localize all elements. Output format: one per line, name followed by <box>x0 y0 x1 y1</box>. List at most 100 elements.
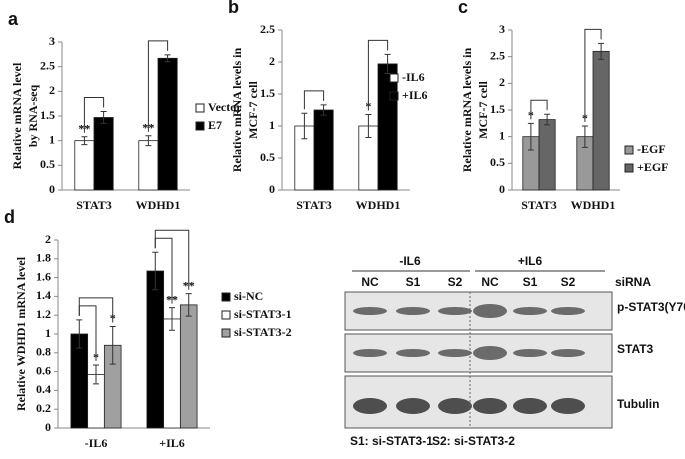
bracket <box>154 229 190 290</box>
bar <box>93 117 114 191</box>
legend-swatch <box>195 121 205 131</box>
blot-band <box>396 307 430 315</box>
y-tick-label: 3 <box>499 22 505 36</box>
y-tick-label: 0 <box>499 182 505 196</box>
y-axis-label: Relative mRNA levels in <box>230 48 244 173</box>
bracket <box>584 28 602 122</box>
legend-label: -EGF <box>637 142 666 156</box>
blot: -IL6 +IL6 NC S1 S2 NC S1 S2 siRNA p-STAT… <box>350 254 685 448</box>
blot-band <box>353 398 387 414</box>
error-bar <box>544 113 551 126</box>
y-tick-label: 1.5 <box>490 102 505 116</box>
y-tick-label: 2 <box>269 54 275 68</box>
lane-header: siRNA <box>615 275 651 289</box>
y-tick-label: 0 <box>269 182 275 196</box>
x-tick-label: STAT3 <box>521 198 557 212</box>
error-bar <box>320 104 327 116</box>
lane-label: NC <box>481 275 499 289</box>
error-bar <box>81 136 88 146</box>
bar <box>377 63 398 191</box>
y-tick-label: 2 <box>499 75 505 89</box>
x-tick-label: WDHD1 <box>136 198 181 212</box>
y-tick-label: 1 <box>45 326 51 340</box>
y-tick-label: 1.4 <box>36 288 51 302</box>
y-tick-label: 1.5 <box>260 86 275 100</box>
bar <box>74 140 95 191</box>
error-bar <box>100 111 107 124</box>
bar <box>157 57 178 191</box>
panel-label: d <box>4 207 15 227</box>
legend-swatch <box>389 73 399 83</box>
legend-swatch <box>624 145 634 155</box>
blot-band <box>551 307 585 315</box>
bar <box>313 109 334 191</box>
legend-swatch <box>389 91 399 101</box>
y-tick-label: 0 <box>45 420 51 434</box>
blot-band <box>513 307 547 315</box>
blot-band <box>473 304 507 318</box>
bracket <box>530 99 548 120</box>
lane-label: NC <box>361 275 379 289</box>
y-tick-label: 2 <box>49 83 55 97</box>
footnote: S1: si-STAT3-1 <box>350 434 433 448</box>
bracket <box>147 40 169 132</box>
y-axis-label: MCF-7 cell <box>476 81 490 139</box>
x-tick-label: WDHD1 <box>356 198 401 212</box>
y-tick-label: 1 <box>269 118 275 132</box>
lane-label: S2 <box>448 275 463 289</box>
legend-label: +EGF <box>637 160 669 174</box>
y-tick-label: 1.8 <box>36 251 51 265</box>
lane-label: S1 <box>406 275 421 289</box>
x-tick-label: +IL6 <box>159 436 185 450</box>
footnote: S2: si-STAT3-2 <box>432 434 515 448</box>
error-bar <box>164 54 171 63</box>
blot-band <box>353 349 387 357</box>
error-bar <box>109 325 116 365</box>
y-tick-label: 1.6 <box>36 269 51 283</box>
y-axis-label: Relative WDHD1 mRNA level <box>14 256 28 411</box>
y-axis-label: by RNA-seq <box>26 85 40 148</box>
y-tick-label: 0.5 <box>490 155 505 169</box>
error-bar <box>598 42 605 60</box>
lane-label: S1 <box>523 275 538 289</box>
legend-label: si-STAT3-1 <box>234 307 292 321</box>
blot-band <box>396 349 430 357</box>
blot-band <box>438 398 472 414</box>
bar <box>592 50 610 191</box>
row-label: Tubulin <box>617 397 659 411</box>
x-tick-label: -IL6 <box>85 436 108 450</box>
blot-band <box>396 398 430 414</box>
blot-band <box>473 398 507 414</box>
bracket <box>303 90 325 110</box>
y-tick-label: 1 <box>499 128 505 142</box>
y-tick-label: 0.8 <box>36 345 51 359</box>
error-bar <box>581 125 588 148</box>
error-bar <box>93 364 99 385</box>
panel-label: b <box>228 0 239 17</box>
x-tick-label: STAT3 <box>296 198 332 212</box>
y-tick-label: 2 <box>45 232 51 246</box>
y-tick-label: 0.6 <box>36 363 51 377</box>
x-tick-label: WDHD1 <box>571 198 616 212</box>
legend-swatch <box>221 310 231 320</box>
y-tick-label: 0.4 <box>36 382 51 396</box>
blot-band <box>551 349 585 357</box>
legend-label: si-STAT3-2 <box>234 325 292 339</box>
y-tick-label: 2.5 <box>260 22 275 36</box>
y-tick-label: 1.5 <box>40 108 55 122</box>
legend-swatch <box>221 328 231 338</box>
bar <box>146 270 165 429</box>
y-axis-label: MCF-7 cell <box>246 81 260 139</box>
error-bar <box>185 293 192 317</box>
blot-band <box>438 349 472 357</box>
y-tick-label: 3 <box>49 34 55 48</box>
legend-label: E7 <box>208 118 222 132</box>
error-bar <box>152 251 159 291</box>
x-tick-label: STAT3 <box>76 198 112 212</box>
error-bar <box>527 122 534 151</box>
y-tick-label: 2.5 <box>40 58 55 72</box>
error-bar <box>145 135 152 147</box>
y-tick-label: 0.2 <box>36 401 51 415</box>
blot-band <box>353 307 387 315</box>
